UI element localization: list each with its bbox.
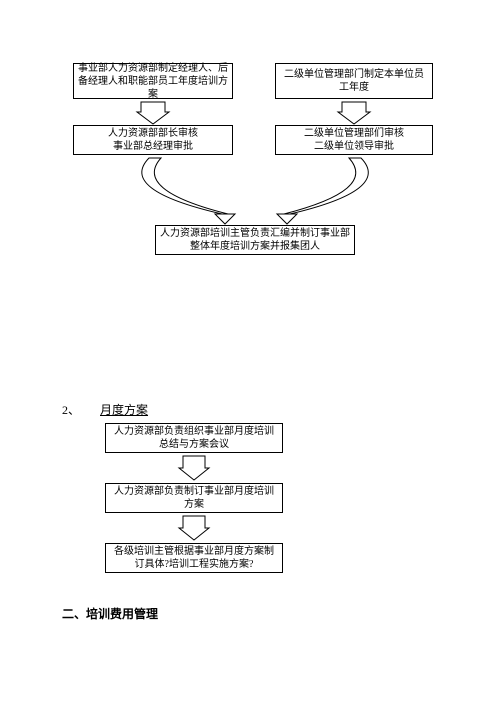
flow1-curve-right: [0, 0, 500, 300]
flow2-box-1-text: 人力资源部负责组织事业部月度培训总结与方案会议: [110, 425, 278, 451]
flow2-arrow-2: [174, 514, 214, 542]
section2-number-text: 2、: [62, 403, 80, 417]
flow2-arrow-1: [174, 454, 214, 482]
section2-title: 月度方案: [100, 401, 148, 418]
flow2-box-1: 人力资源部负责组织事业部月度培训总结与方案会议: [105, 423, 283, 453]
section2-number: 2、: [62, 401, 80, 418]
section2-title-text: 月度方案: [100, 403, 148, 417]
flow2-box-2-text: 人力资源部负责制订事业部月度培训方案: [110, 485, 278, 511]
flow2-box-3: 各级培训主管根据事业部月度方案制订具体?培训工程实施方案?: [105, 543, 283, 573]
heading-training-fee: 二、培训费用管理: [62, 605, 158, 622]
flow2-box-2: 人力资源部负责制订事业部月度培训方案: [105, 483, 283, 513]
heading-training-fee-text: 二、培训费用管理: [62, 607, 158, 621]
flow2-box-3-text: 各级培训主管根据事业部月度方案制订具体?培训工程实施方案?: [110, 545, 278, 571]
